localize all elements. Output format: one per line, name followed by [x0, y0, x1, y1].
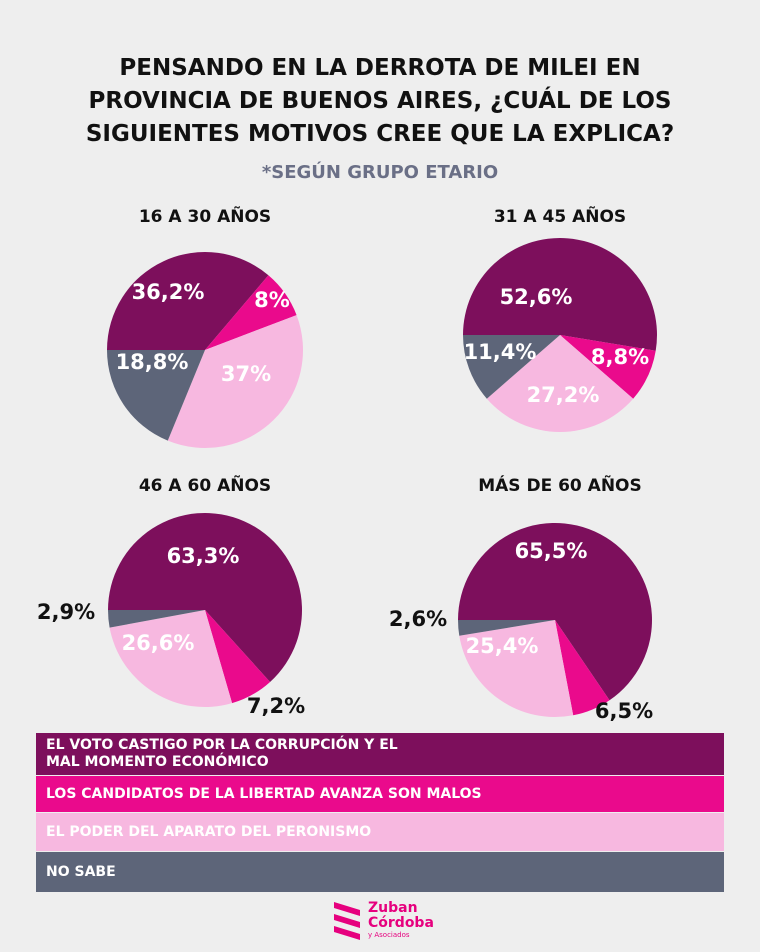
logo-mark-icon	[334, 902, 360, 940]
data-label: 63,3%	[166, 544, 240, 568]
pie-slice	[463, 335, 560, 399]
data-label: 52,6%	[499, 285, 573, 309]
pie-slice	[459, 620, 574, 717]
legend-item-candidatos: LOS CANDIDATOS DE LA LIBERTAD AVANZA SON…	[36, 776, 724, 812]
pie-title: 31 A 45 AÑOS	[493, 207, 627, 227]
zuban-cordoba-logo: Zuban Córdoba y Asociados	[332, 900, 434, 940]
legend-label: EL VOTO CASTIGO POR LA CORRUPCIÓN Y EL M…	[46, 737, 398, 770]
pie-title: 16 A 30 AÑOS	[138, 207, 272, 227]
data-label: 26,6%	[121, 631, 195, 655]
data-label: 25,4%	[465, 634, 539, 658]
data-label: 2,6%	[388, 607, 448, 631]
logo-text: Zuban	[368, 900, 418, 916]
data-label: 11,4%	[463, 340, 537, 364]
title-line: PROVINCIA DE BUENOS AIRES, ¿CUÁL DE LOS	[88, 88, 672, 114]
data-label: 65,5%	[514, 539, 588, 563]
data-label: 8%	[254, 288, 290, 312]
title-line: PENSANDO EN LA DERROTA DE MILEI EN	[119, 55, 641, 81]
pie-slice	[107, 251, 269, 350]
pie-slice	[205, 275, 297, 350]
pie-slice	[107, 350, 205, 441]
legend-item-corrupcion: EL VOTO CASTIGO POR LA CORRUPCIÓN Y EL M…	[36, 733, 724, 775]
pie-slice	[458, 523, 652, 701]
chart-title: PENSANDO EN LA DERROTA DE MILEI EN PROVI…	[0, 52, 760, 151]
pie-slice	[458, 620, 555, 636]
legend-label: EL PODER DEL APARATO DEL PERONISMO	[46, 823, 372, 840]
data-label: 6,5%	[594, 699, 654, 723]
title-line: SIGUIENTES MOTIVOS CREE QUE LA EXPLICA?	[85, 121, 675, 147]
legend-label: LOS CANDIDATOS DE LA LIBERTAD AVANZA SON…	[46, 785, 482, 802]
pie-slice	[108, 513, 303, 682]
logo-text: Córdoba	[368, 915, 434, 931]
data-label: 37%	[220, 362, 272, 386]
data-label: 36,2%	[131, 280, 205, 304]
pie-slice	[555, 620, 610, 716]
pie-slice	[167, 315, 303, 448]
data-label: 18,8%	[115, 350, 189, 374]
legend-label: NO SABE	[46, 863, 116, 880]
pie-title: 46 A 60 AÑOS	[138, 476, 272, 496]
logo-text: y Asociados	[368, 931, 410, 939]
pie-slice	[560, 335, 656, 399]
pie-title: MÁS DE 60 AÑOS	[478, 476, 642, 496]
data-label: 8,8%	[590, 345, 650, 369]
pie-slice	[108, 610, 205, 628]
legend-item-peronismo: EL PODER DEL APARATO DEL PERONISMO	[36, 813, 724, 851]
chart-subtitle: *SEGÚN GRUPO ETARIO	[261, 162, 499, 183]
data-label: 27,2%	[526, 383, 600, 407]
pie-slice	[486, 335, 634, 432]
pie-slice	[463, 238, 657, 351]
pie-slice	[205, 610, 271, 704]
data-label: 7,2%	[246, 694, 306, 718]
legend-item-nosabe: NO SABE	[36, 852, 724, 892]
pie-slice	[109, 610, 233, 707]
data-label: 2,9%	[36, 600, 96, 624]
